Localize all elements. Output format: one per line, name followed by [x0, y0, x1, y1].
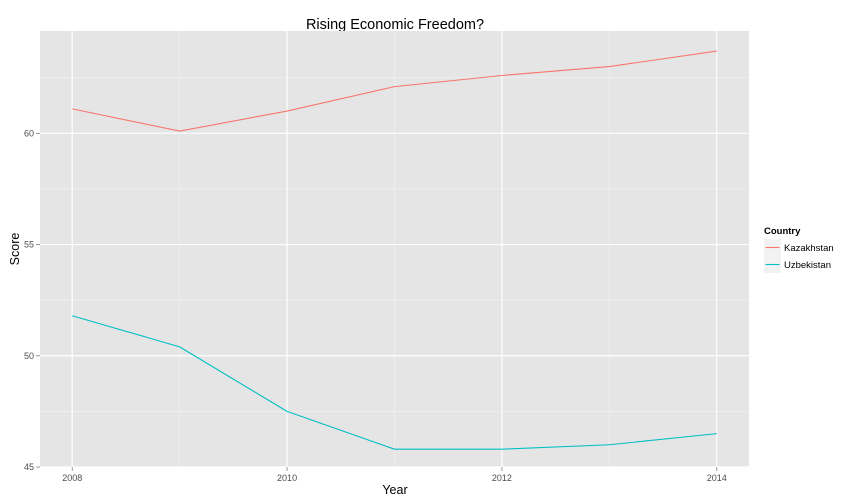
- major-gridlines: [40, 31, 749, 468]
- series-line-uzbekistan: [72, 315, 717, 450]
- x-tick-label: 2008: [62, 473, 82, 483]
- y-tick-label: 55: [24, 240, 34, 250]
- y-tick-label: 45: [24, 462, 34, 472]
- legend-title: Country: [764, 226, 801, 237]
- legend-label-kazakhstan: Kazakhstan: [784, 243, 834, 254]
- x-axis-ticks: 2008 2010 2012 2014: [62, 467, 727, 483]
- series-line-kazakhstan: [72, 50, 717, 132]
- series-lines: [72, 50, 717, 450]
- legend-label-uzbekistan: Uzbekistan: [784, 260, 831, 271]
- x-tick-label: 2010: [277, 473, 297, 483]
- y-tick-label: 60: [24, 128, 34, 138]
- x-tick-label: 2012: [492, 473, 512, 483]
- chart-title: Rising Economic Freedom?: [306, 17, 484, 33]
- y-axis-title: Score: [8, 233, 22, 266]
- x-tick-label: 2014: [707, 473, 727, 483]
- minor-gridlines: [40, 31, 749, 467]
- legend-items: Kazakhstan Uzbekistan: [764, 239, 834, 273]
- legend: Country Kazakhstan Uzbekistan: [764, 226, 834, 273]
- x-axis-title: Year: [382, 483, 407, 497]
- y-tick-label: 50: [24, 351, 34, 361]
- y-axis-ticks: 45 50 55 60: [24, 128, 40, 472]
